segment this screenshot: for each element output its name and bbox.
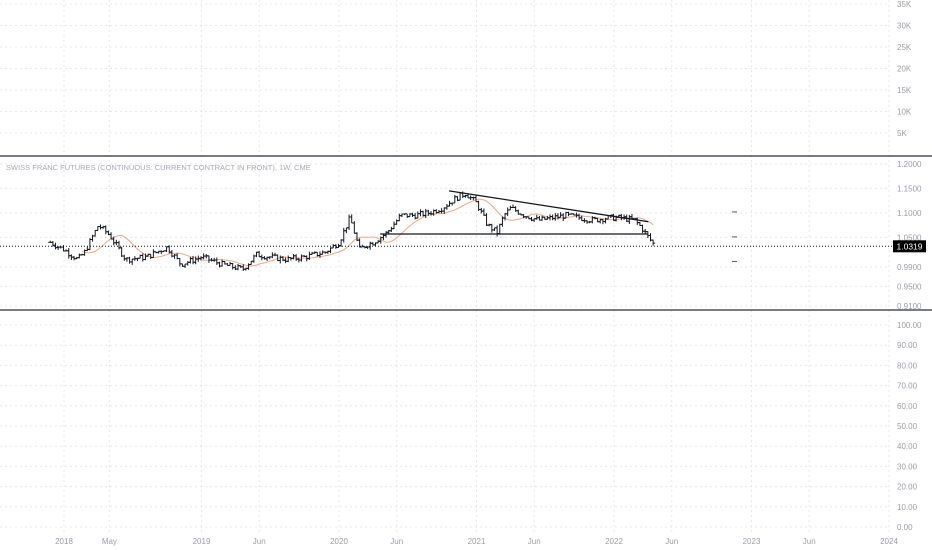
time-tick-label: 2021 xyxy=(468,537,486,546)
time-tick-label: Jun xyxy=(528,537,541,546)
oscillator-tick-label: 10.00 xyxy=(897,503,918,512)
oscillator-tick-label: 50.00 xyxy=(897,422,918,431)
price-tick-label: 0.9100 xyxy=(897,302,922,311)
oscillator-tick-label: 30.00 xyxy=(897,462,918,471)
time-tick-label: 2019 xyxy=(193,537,211,546)
price-bars-layer[interactable] xyxy=(48,191,656,271)
trendline-upper-resistance[interactable] xyxy=(448,190,649,223)
oscillator-tick-label: 100.00 xyxy=(897,321,922,330)
time-tick-label: Jun xyxy=(253,537,266,546)
time-tick-label: 2024 xyxy=(880,537,898,546)
price-tick-label: 1.1500 xyxy=(897,184,922,193)
volume-tick-label: 15K xyxy=(897,86,912,95)
ohlc-bar[interactable] xyxy=(651,239,656,246)
oscillator-tick-label: 60.00 xyxy=(897,402,918,411)
oscillator-tick-label: 80.00 xyxy=(897,361,918,370)
side-markers-layer xyxy=(732,211,737,262)
volume-tick-label: 35K xyxy=(897,0,912,9)
oscillator-axis: 100.00 90.00 80.00 70.00 60.00 50.00 40.00 30.0… xyxy=(897,321,922,532)
volume-tick-label: 20K xyxy=(897,65,912,74)
oscillator-tick-label: 40.00 xyxy=(897,442,918,451)
time-tick-label: 2020 xyxy=(330,537,348,546)
price-tick-label: 1.0500 xyxy=(897,233,922,242)
grid-layer xyxy=(0,0,890,532)
volume-tick-label: 30K xyxy=(897,22,912,31)
oscillator-tick-label: 20.00 xyxy=(897,483,918,492)
price-tick-label: 0.9500 xyxy=(897,282,922,291)
last-price-label-background xyxy=(893,240,926,253)
last-price-label: 1.0319 xyxy=(893,240,926,253)
chart-title: SWISS FRANC FUTURES (CONTINUOUS: CURRENT… xyxy=(6,163,311,172)
oscillator-tick-label: 0.00 xyxy=(897,523,913,532)
time-tick-label: Jun xyxy=(665,537,678,546)
volume-tick-label: 25K xyxy=(897,43,912,52)
oscillator-tick-label: 90.00 xyxy=(897,341,918,350)
price-axis: 1.2000 1.1500 1.1000 1.0500 0.9900 0.9500 0.91… xyxy=(897,160,922,311)
time-tick-label: Jun xyxy=(803,537,816,546)
time-tick-label: Jun xyxy=(390,537,403,546)
time-axis: 2018 May 2019 Jun 2020 Jun 2021 Jun 2022 Jun 2023 J… xyxy=(55,537,898,546)
last-price-label-text: 1.0319 xyxy=(897,241,923,251)
price-tick-label: 1.1000 xyxy=(897,209,922,218)
time-tick-label: May xyxy=(102,537,117,546)
pane-separators xyxy=(0,155,932,311)
trendlines-layer[interactable] xyxy=(0,190,893,247)
time-tick-label: 2023 xyxy=(743,537,761,546)
price-tick-label: 0.9900 xyxy=(897,263,922,272)
volume-axis: 35K 30K 25K 20K 15K 10K 5K xyxy=(897,0,912,138)
oscillator-tick-label: 70.00 xyxy=(897,382,918,391)
price-tick-label: 1.2000 xyxy=(897,160,922,169)
volume-tick-label: 5K xyxy=(897,129,907,138)
time-tick-label: 2018 xyxy=(55,537,73,546)
volume-tick-label: 10K xyxy=(897,108,912,117)
time-tick-label: 2022 xyxy=(605,537,623,546)
